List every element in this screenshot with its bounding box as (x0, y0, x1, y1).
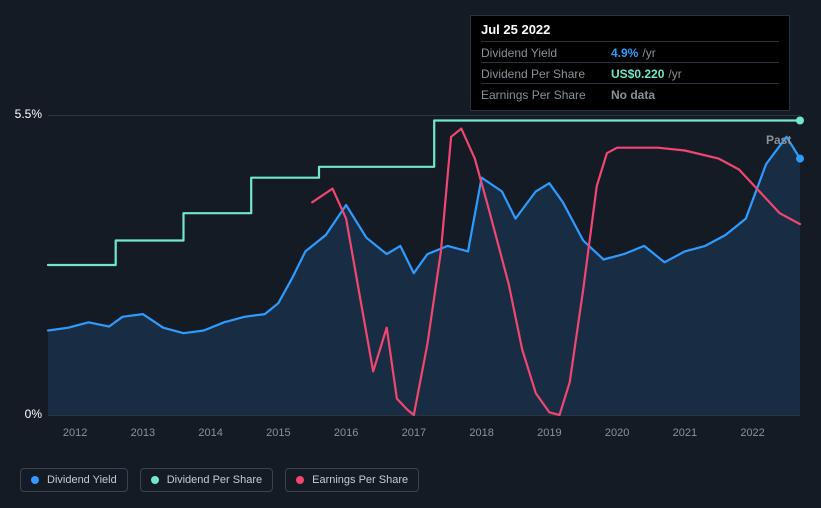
tooltip-row: Dividend Per ShareUS$0.220/yr (481, 62, 779, 83)
series-end-dot-dividend_per_share (796, 117, 804, 125)
legend-label: Earnings Per Share (312, 474, 408, 486)
tooltip-row-value: 4.9% (611, 44, 638, 62)
tooltip-row-suffix: /yr (668, 65, 681, 83)
tooltip-row-suffix: /yr (642, 44, 655, 62)
tooltip-row-label: Dividend Yield (481, 44, 611, 62)
series-area-dividend_yield (48, 137, 800, 415)
series-end-dot-dividend_yield (796, 155, 804, 163)
tooltip-row-value: No data (611, 86, 655, 104)
tooltip-row: Earnings Per ShareNo data (481, 83, 779, 104)
legend-dot-icon (151, 476, 159, 484)
tooltip: Jul 25 2022 Dividend Yield4.9%/yrDividen… (470, 15, 790, 111)
legend-dot-icon (296, 476, 304, 484)
legend-item[interactable]: Dividend Yield (20, 468, 128, 492)
tooltip-date: Jul 25 2022 (481, 22, 779, 37)
legend-label: Dividend Yield (47, 474, 117, 486)
series-line-dividend_per_share (48, 121, 800, 266)
legend: Dividend Yield Dividend Per Share Earnings… (20, 468, 419, 492)
past-label: Past (766, 133, 791, 147)
tooltip-row-value: US$0.220 (611, 65, 664, 83)
tooltip-row: Dividend Yield4.9% /yr (481, 41, 779, 62)
tooltip-row-label: Dividend Per Share (481, 65, 611, 83)
legend-label: Dividend Per Share (167, 474, 262, 486)
legend-dot-icon (31, 476, 39, 484)
legend-item[interactable]: Dividend Per Share (140, 468, 273, 492)
tooltip-row-label: Earnings Per Share (481, 86, 611, 104)
chart-container: { "chart": { "type": "line", "background… (0, 0, 821, 508)
legend-item[interactable]: Earnings Per Share (285, 468, 419, 492)
